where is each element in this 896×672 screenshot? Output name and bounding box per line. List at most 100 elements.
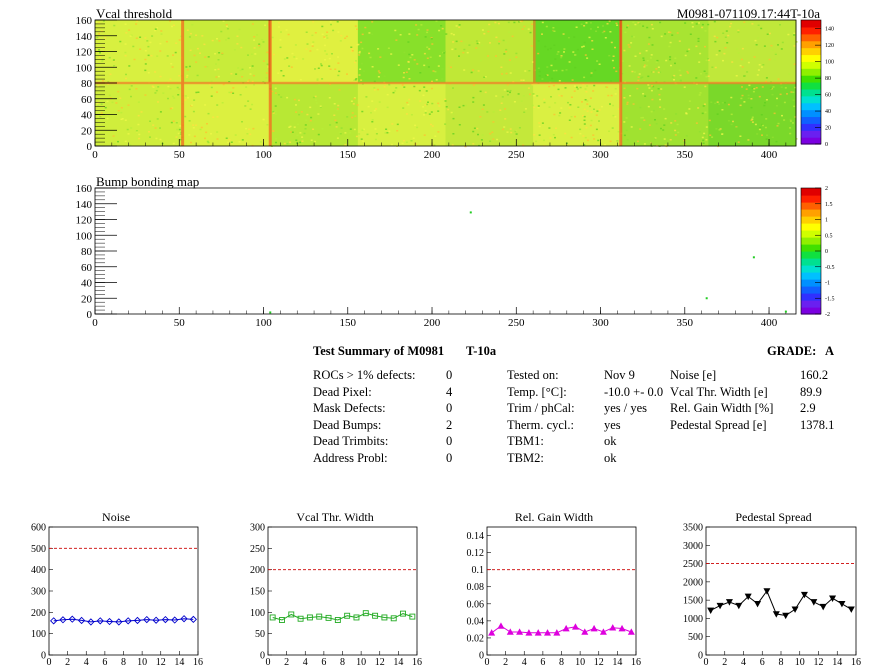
pixel-speckle	[583, 123, 586, 125]
pixel-speckle	[410, 114, 413, 116]
pixel-speckle	[631, 70, 634, 73]
pixel-speckle	[239, 94, 242, 96]
pixel-speckle	[178, 128, 181, 131]
pixel-speckle	[499, 109, 502, 111]
pixel-speckle	[589, 124, 592, 127]
pixel-speckle	[750, 106, 753, 109]
pixel-speckle	[360, 62, 363, 65]
pixel-speckle	[721, 133, 724, 135]
pixel-speckle	[354, 61, 356, 64]
pixel-speckle	[390, 143, 393, 146]
pixel-speckle	[430, 123, 432, 126]
pixel-speckle	[443, 52, 446, 54]
pixel-speckle	[250, 53, 253, 55]
pixel-speckle	[472, 143, 475, 145]
pixel-speckle	[781, 41, 784, 44]
palette-band	[801, 223, 821, 231]
pixel-speckle	[405, 113, 408, 115]
pixel-speckle	[271, 36, 274, 39]
pixel-speckle	[241, 139, 244, 141]
palette-tick-label: 1.5	[825, 202, 833, 208]
trend-data-point	[544, 629, 552, 636]
roc-cell	[620, 20, 709, 84]
palette-band	[801, 75, 821, 83]
pixel-speckle	[787, 33, 790, 36]
pixel-speckle	[464, 145, 467, 148]
pixel-speckle	[795, 41, 798, 43]
pixel-speckle	[159, 138, 162, 141]
pixel-speckle	[750, 98, 753, 100]
pixel-speckle	[285, 29, 288, 31]
pixel-speckle	[652, 109, 655, 112]
pixel-speckle	[614, 116, 617, 118]
pixel-speckle	[718, 103, 721, 105]
pixel-speckle	[415, 24, 418, 26]
pixel-speckle	[195, 124, 198, 126]
pixel-speckle	[715, 128, 718, 130]
pixel-speckle	[554, 136, 556, 139]
pixel-speckle	[171, 66, 174, 68]
condition-label: Therm. cycl.:	[507, 417, 574, 432]
pixel-speckle	[184, 95, 187, 97]
pixel-speckle	[139, 36, 142, 38]
pixel-speckle	[287, 33, 290, 36]
pixel-speckle	[452, 41, 455, 43]
pixel-speckle	[663, 108, 666, 110]
x-tick-label: 2	[284, 657, 289, 668]
pixel-speckle	[298, 113, 301, 116]
pixel-speckle	[550, 64, 553, 67]
trend-data-point	[353, 614, 360, 621]
pixel-speckle	[353, 79, 356, 82]
pixel-speckle	[430, 111, 433, 113]
pixel-speckle	[659, 21, 662, 24]
pixel-speckle	[286, 143, 289, 145]
defect-value: 0	[446, 434, 453, 449]
pixel-speckle	[714, 66, 717, 69]
pixel-speckle	[160, 33, 163, 35]
pixel-speckle	[674, 120, 677, 122]
pixel-speckle	[702, 105, 705, 107]
x-tick-label: 14	[174, 657, 184, 668]
pixel-speckle	[306, 113, 309, 116]
pixel-speckle	[432, 70, 435, 72]
pixel-speckle	[655, 123, 658, 125]
pixel-speckle	[492, 138, 495, 140]
vcal-heatmap	[95, 20, 798, 148]
pixel-speckle	[458, 55, 460, 57]
pixel-speckle	[775, 105, 778, 107]
pixel-speckle	[576, 48, 579, 51]
pixel-speckle	[489, 140, 492, 142]
pixel-speckle	[438, 105, 441, 107]
pixel-speckle	[646, 60, 649, 62]
pixel-speckle	[102, 20, 105, 22]
pixel-speckle	[274, 92, 277, 94]
pixel-speckle	[346, 116, 349, 118]
pixel-speckle	[521, 20, 524, 22]
pixel-speckle	[178, 88, 181, 90]
pixel-speckle	[523, 111, 526, 113]
pixel-speckle	[416, 63, 419, 65]
pixel-speckle	[631, 35, 633, 38]
trend-data-point	[269, 614, 276, 621]
palette-band	[801, 188, 821, 196]
pixel-speckle	[154, 29, 157, 32]
pixel-speckle	[698, 94, 701, 96]
pixel-speckle	[701, 136, 704, 139]
pixel-speckle	[528, 70, 531, 72]
pixel-speckle	[698, 22, 700, 24]
pixel-speckle	[714, 102, 717, 105]
pixel-speckle	[595, 30, 598, 32]
pixel-speckle	[519, 20, 522, 23]
pixel-speckle	[557, 51, 560, 53]
pixel-speckle	[333, 114, 336, 116]
pixel-speckle	[291, 52, 294, 55]
pixel-speckle	[425, 90, 428, 92]
pixel-speckle	[170, 63, 173, 65]
pixel-speckle	[670, 64, 672, 67]
pixel-speckle	[464, 43, 467, 45]
pixel-speckle	[762, 64, 765, 66]
pixel-speckle	[472, 130, 475, 133]
pixel-speckle	[664, 144, 667, 146]
pixel-speckle	[541, 78, 544, 80]
